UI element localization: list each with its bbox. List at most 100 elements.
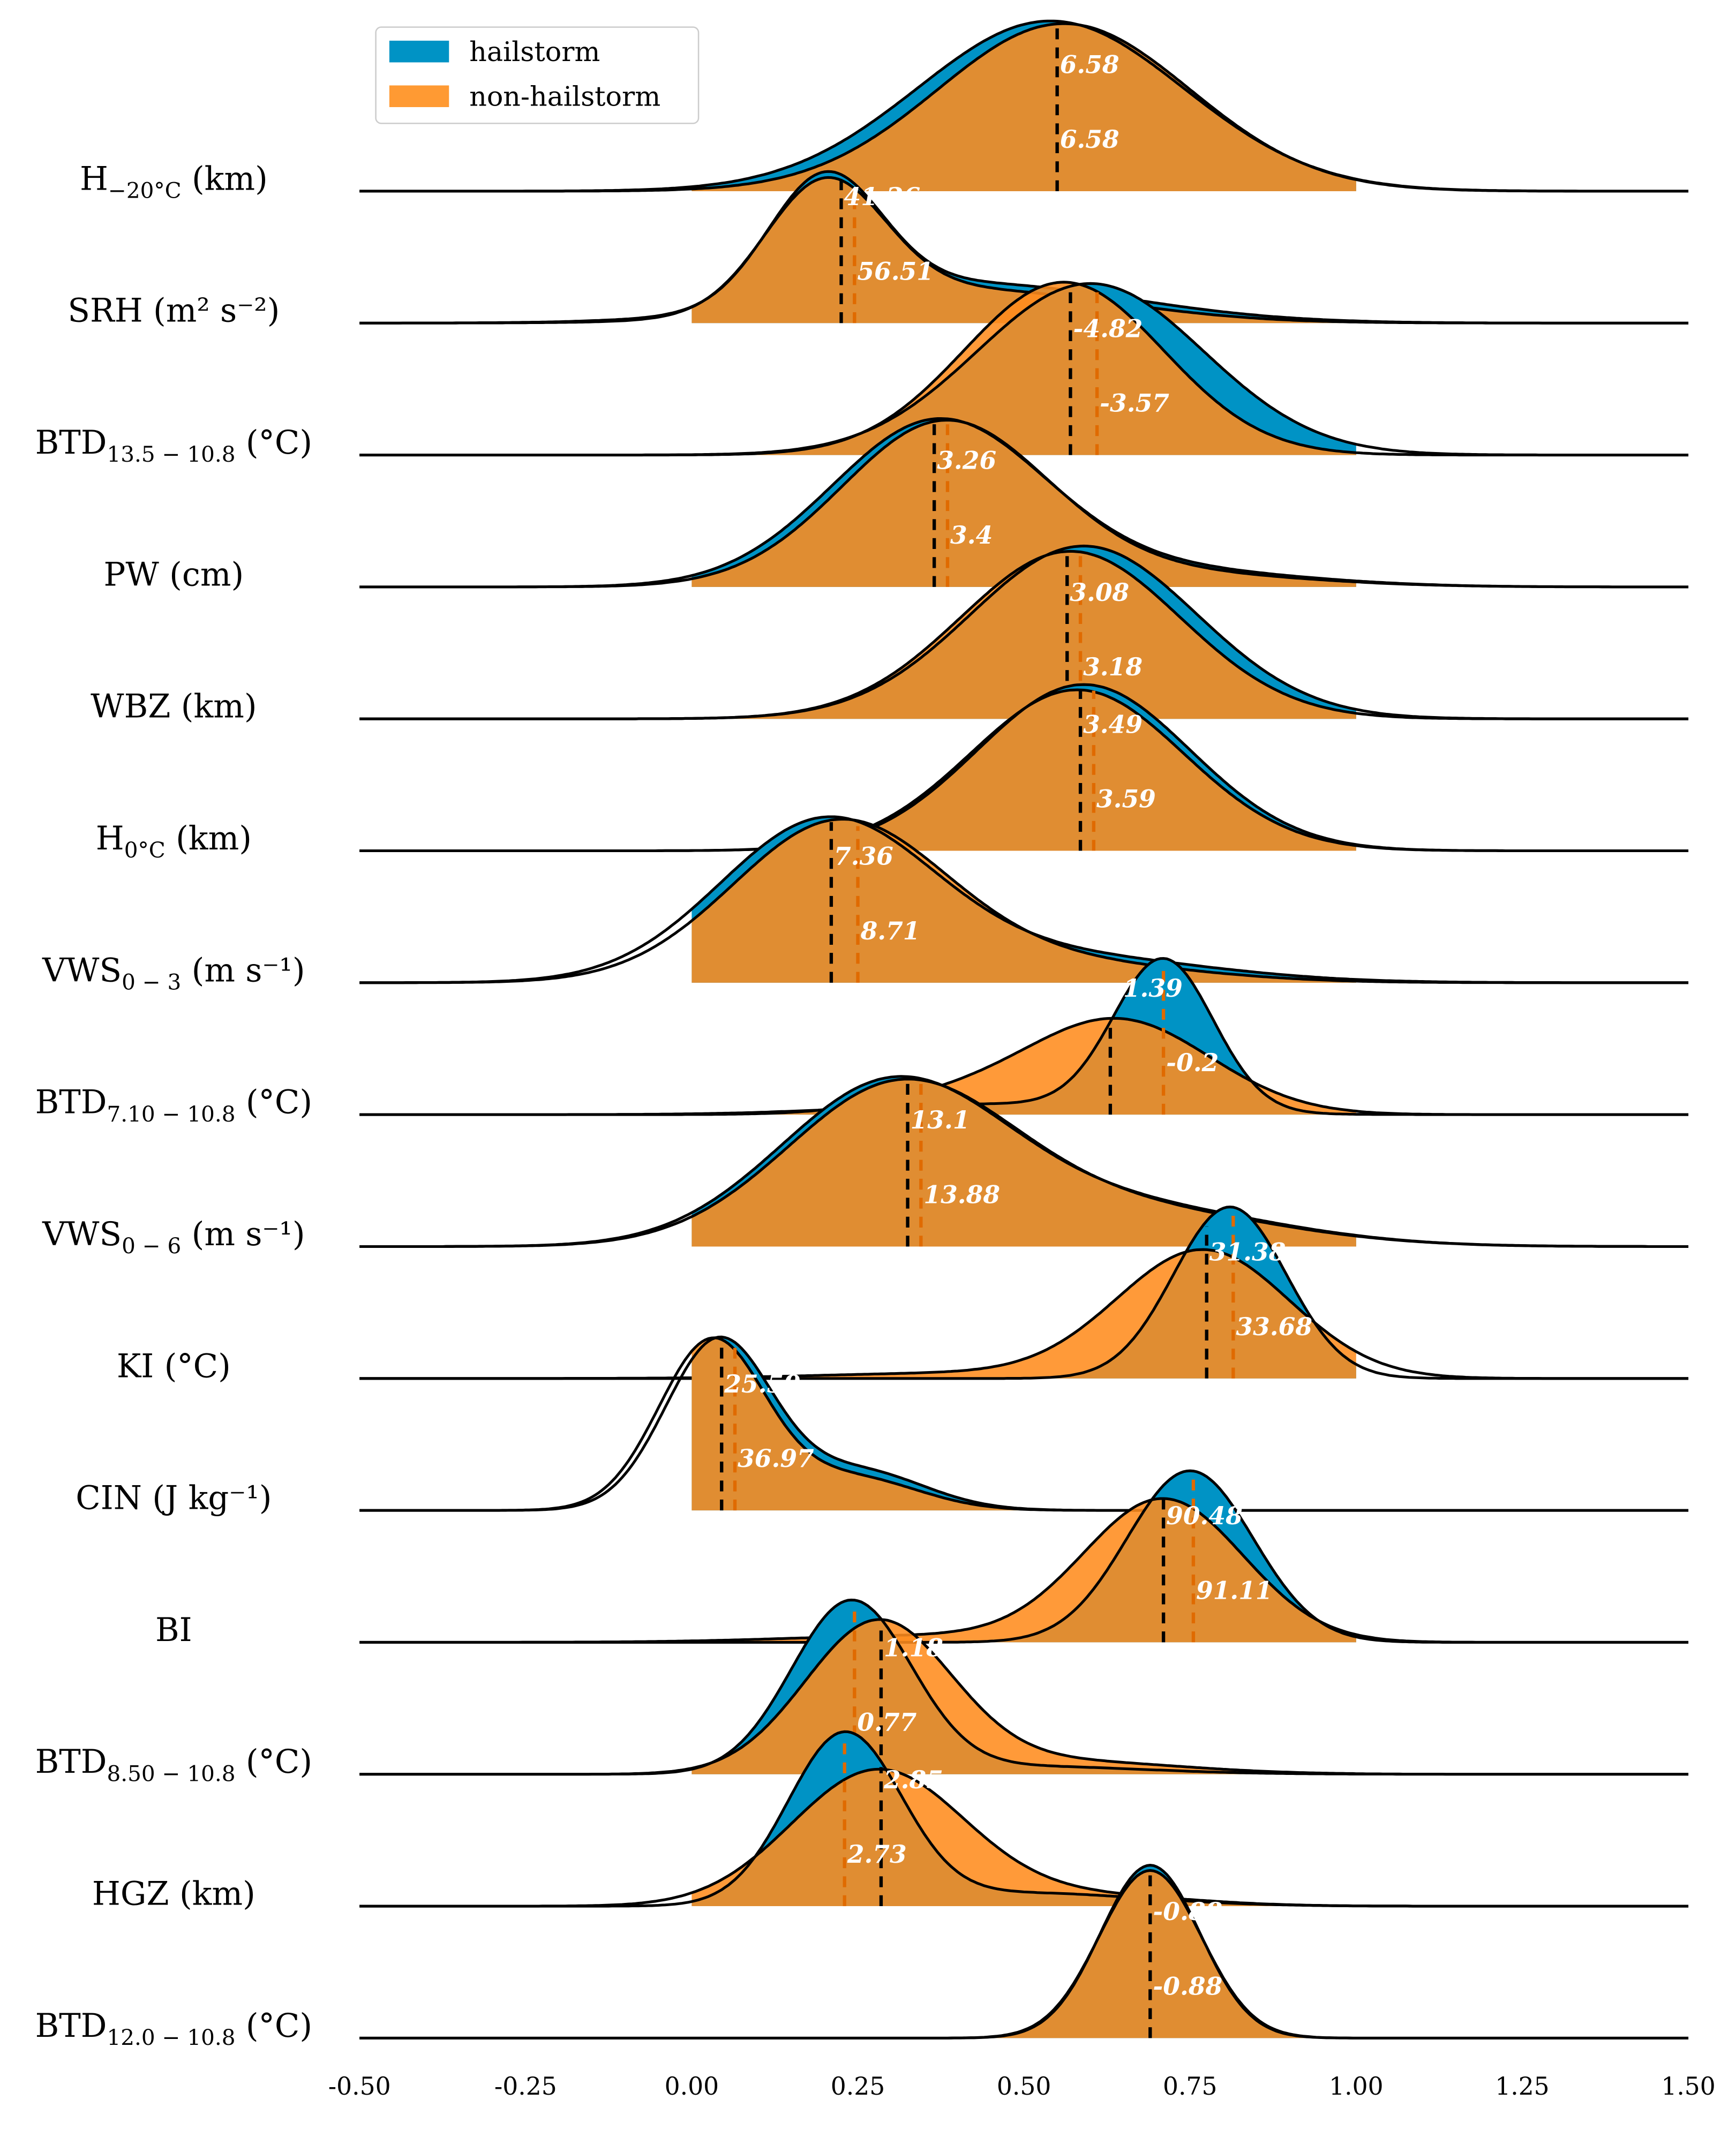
ridge-row: BTD7.10 − 10.8 (°C) -1.39 -0.2 <box>35 957 1689 1127</box>
ridge-row: BI 90.48 91.11 <box>155 1469 1689 1649</box>
hailstorm-median-label: 25.59 <box>724 1369 801 1398</box>
non-hailstorm-density-curve <box>359 550 1689 720</box>
hailstorm-median-label: 2.85 <box>883 1765 943 1794</box>
non-hailstorm-median-label: -0.88 <box>1153 1971 1222 2000</box>
non-hailstorm-median-label: 0.77 <box>857 1708 916 1737</box>
non-hailstorm-median-label: 2.73 <box>847 1840 907 1869</box>
row-label: WBZ (km) <box>91 688 257 726</box>
hailstorm-median-label: 31.38 <box>1209 1238 1286 1267</box>
non-hailstorm-density-curve <box>359 688 1689 853</box>
ridge-row: BTD12.0 − 10.8 (°C) -0.88 -0.88 <box>35 1864 1689 2050</box>
row-label: VWS0 − 3 (m s⁻¹) <box>42 952 305 995</box>
row-label: SRH (m² s⁻²) <box>67 292 280 330</box>
ridge-row: SRH (m² s⁻²) 41.26 56.51 <box>67 170 1689 330</box>
hailstorm-median-label: 41.26 <box>844 182 921 211</box>
hailstorm-median-label: -1.39 <box>1113 974 1183 1003</box>
hailstorm-median-label: 7.36 <box>834 842 893 871</box>
non-hailstorm-density-curve <box>359 1618 1689 1776</box>
hailstorm-median-label: 6.58 <box>1060 50 1119 79</box>
legend: hailstorm non-hailstorm <box>375 26 700 124</box>
hailstorm-median-label: 3.26 <box>937 446 996 475</box>
row-label: BI <box>155 1612 192 1649</box>
non-hailstorm-density-fill <box>692 1079 1356 1247</box>
x-axis: -0.50 -0.25 0.00 0.25 0.50 0.75 1.00 1.25 1.50 <box>328 2072 1716 2101</box>
non-hailstorm-median-label: -3.57 <box>1100 389 1169 418</box>
x-tick-label: 0.50 <box>997 2072 1051 2101</box>
ridge-row: H0°C (km) 3.49 3.59 <box>96 683 1689 863</box>
row-label: H−20°C (km) <box>80 160 268 203</box>
non-hailstorm-median-label: 8.71 <box>860 916 920 945</box>
x-tick-label: 0.75 <box>1163 2072 1217 2101</box>
non-hailstorm-density-curve <box>359 818 1689 984</box>
non-hailstorm-density-curve <box>359 418 1689 589</box>
non-hailstorm-density-fill <box>692 420 1356 587</box>
ridge-row: CIN (J kg⁻¹) 25.59 36.97 <box>76 1335 1689 1517</box>
non-hailstorm-density-fill <box>692 24 1356 191</box>
non-hailstorm-density-curve <box>359 176 1689 325</box>
x-tick-label: -0.25 <box>494 2072 557 2101</box>
row-label: CIN (J kg⁻¹) <box>76 1480 272 1517</box>
row-label: H0°C (km) <box>96 820 252 863</box>
rows: H−20°C (km) 6.58 6.58 SRH (m² s⁻²) 41.26 56.5… <box>35 19 1689 2050</box>
non-hailstorm-median-label: 3.59 <box>1096 785 1156 814</box>
non-hailstorm-density-fill <box>692 1870 1356 2038</box>
non-hailstorm-density-fill <box>692 177 1356 323</box>
legend-label-non-hailstorm: non-hailstorm <box>469 80 660 112</box>
non-hailstorm-density-fill <box>692 1769 1356 1907</box>
x-tick-label: -0.50 <box>328 2072 391 2101</box>
row-label: VWS0 − 6 (m s⁻¹) <box>42 1216 305 1259</box>
non-hailstorm-median-label: 36.97 <box>738 1444 814 1473</box>
non-hailstorm-median-label: -0.2 <box>1166 1048 1219 1077</box>
row-label: HGZ (km) <box>92 1876 255 1913</box>
row-label: BTD12.0 − 10.8 (°C) <box>35 2007 312 2050</box>
non-hailstorm-median-label: 6.58 <box>1060 125 1119 154</box>
hailstorm-median-label: 90.48 <box>1166 1501 1243 1530</box>
x-tick-label: 1.50 <box>1661 2072 1715 2101</box>
x-tick-label: 0.00 <box>665 2072 719 2101</box>
ridge-row: H−20°C (km) 6.58 6.58 <box>80 19 1689 204</box>
non-hailstorm-median-label: 13.88 <box>923 1180 1000 1209</box>
non-hailstorm-density-fill <box>692 1250 1356 1379</box>
non-hailstorm-density-curve <box>359 1869 1689 2039</box>
legend-box <box>375 26 700 124</box>
row-label: BTD8.50 − 10.8 (°C) <box>35 1743 312 1786</box>
non-hailstorm-density-fill <box>692 1018 1356 1115</box>
non-hailstorm-median-label: 91.11 <box>1196 1576 1273 1605</box>
non-hailstorm-density-fill <box>692 1499 1356 1643</box>
hailstorm-median-label: 3.08 <box>1070 578 1129 607</box>
hailstorm-density-fill <box>692 1337 1356 1511</box>
hailstorm-median-label: 1.18 <box>884 1633 943 1662</box>
row-label: BTD7.10 − 10.8 (°C) <box>35 1084 312 1127</box>
ridge-row: PW (cm) 3.26 3.4 <box>104 417 1689 593</box>
row-label: KI (°C) <box>117 1348 231 1385</box>
legend-swatch-hailstorm <box>389 40 449 63</box>
x-tick-label: 1.25 <box>1495 2072 1549 2101</box>
non-hailstorm-density-fill <box>692 1337 1356 1511</box>
non-hailstorm-density-fill <box>692 690 1356 851</box>
ridge-row: VWS0 − 3 (m s⁻¹) 7.36 8.71 <box>42 815 1689 995</box>
non-hailstorm-median-label: 56.51 <box>857 257 934 285</box>
hailstorm-median-label: -4.82 <box>1073 314 1143 343</box>
ridge-row: VWS0 − 6 (m s⁻¹) 13.1 13.88 <box>42 1075 1689 1259</box>
hailstorm-median-label: -0.88 <box>1153 1897 1222 1926</box>
row-label: BTD13.5 − 10.8 (°C) <box>35 424 312 467</box>
ridge-row: BTD13.5 − 10.8 (°C) -4.82 -3.57 <box>35 281 1689 467</box>
non-hailstorm-density-curve <box>359 1336 1689 1512</box>
legend-swatch-non-hailstorm <box>389 85 449 107</box>
non-hailstorm-median-label: 3.4 <box>950 521 993 550</box>
non-hailstorm-density-curve <box>359 1248 1689 1380</box>
non-hailstorm-density-curve <box>359 22 1689 193</box>
hailstorm-median-label: 13.1 <box>911 1105 970 1134</box>
non-hailstorm-density-curve <box>359 281 1689 457</box>
non-hailstorm-density-curve <box>359 1497 1689 1644</box>
non-hailstorm-median-label: 33.68 <box>1236 1312 1312 1341</box>
non-hailstorm-density-fill <box>692 551 1356 719</box>
non-hailstorm-density-curve <box>359 1078 1689 1248</box>
non-hailstorm-density-curve <box>359 1017 1689 1116</box>
ridge-row: HGZ (km) 2.85 2.73 <box>92 1730 1689 1913</box>
non-hailstorm-median-label: 3.18 <box>1083 652 1143 681</box>
x-tick-label: 1.00 <box>1329 2072 1383 2101</box>
ridge-row: WBZ (km) 3.08 3.18 <box>91 544 1689 726</box>
non-hailstorm-density-fill <box>692 282 1356 455</box>
